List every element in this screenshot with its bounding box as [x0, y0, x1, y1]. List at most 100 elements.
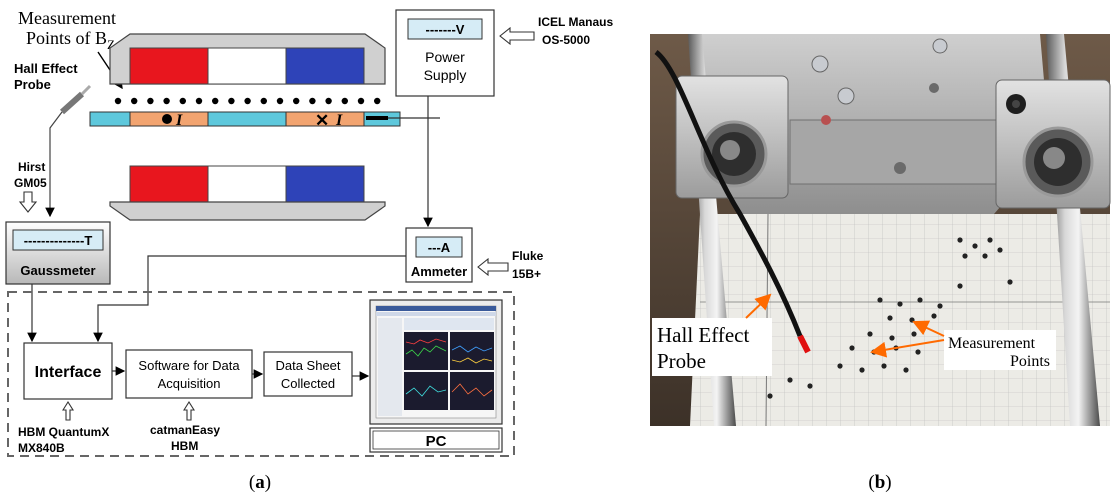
sheet-point [787, 377, 793, 383]
measurement-subscript: Z [107, 37, 115, 52]
photo-hall-label-line1: Hall Effect [657, 323, 749, 347]
sheet-point [1007, 279, 1013, 285]
photo-hall-label-line2: Probe [657, 349, 706, 373]
measurement-point [260, 97, 267, 105]
sheet-point [889, 335, 895, 341]
bottom-magnet-blue [285, 165, 365, 203]
ammeter-brand-line1: Fluke [512, 249, 544, 263]
sheet-point [911, 331, 917, 337]
ammeter-display [415, 236, 463, 258]
measurement-point [114, 97, 122, 105]
power-supply-model-line1: ICEL Manaus [538, 15, 613, 29]
panel-a-diagram: Measurement Points of BZ I ✕ I Hall Effe… [5, 8, 613, 457]
measurement-point [147, 97, 154, 105]
software-vendor-line1: catmanEasy [150, 423, 220, 437]
gaussmeter-brand-line1: Hirst [18, 160, 45, 174]
measurement-point [357, 97, 365, 105]
sheet-point [915, 349, 921, 355]
interface-vendor-line2: MX840B [18, 441, 65, 455]
sheet-point [957, 283, 963, 289]
interface-vendor-arrow [62, 400, 74, 421]
power-to-ammeter-wire [423, 117, 440, 228]
measurement-point [163, 97, 170, 105]
ammeter-display-text: ---A [428, 240, 451, 255]
photo-hall-label-box [652, 318, 772, 376]
power-supply-label-line2: Supply [424, 67, 467, 83]
interface-box [23, 342, 113, 400]
power-supply-model-line2: OS-5000 [542, 33, 590, 47]
measurement-point [276, 97, 284, 105]
sheet-point [937, 303, 943, 309]
top-magnet-blue [285, 47, 365, 85]
sheet-point [897, 301, 903, 307]
measurement-point [325, 97, 332, 105]
ammeter-label: Ammeter [411, 264, 467, 279]
gaussmeter-display-text: --------------T [24, 233, 93, 248]
measurement-point [374, 97, 381, 105]
hall-probe-red-tip [797, 334, 811, 354]
photo-points-label-line1: Measurement [948, 335, 1036, 352]
sheet-point [877, 297, 883, 303]
software-vendor-line2: HBM [171, 439, 198, 453]
sheet-point [887, 315, 893, 321]
photo-points-arrow-2 [870, 339, 945, 358]
interface-label: Interface [35, 364, 102, 381]
measurement-point [309, 97, 316, 105]
hall-probe-label-line2: Probe [14, 77, 51, 92]
caption-b: (b) [868, 472, 891, 493]
carriage-front-block [789, 119, 1001, 185]
measurement-label-line1: Measurement [18, 8, 116, 28]
datasheet-label-line2: Collected [281, 376, 335, 391]
measurement-point [212, 97, 219, 105]
current-in-cross: ✕ [315, 111, 329, 130]
sheet-point [957, 237, 963, 243]
sheet-point [997, 247, 1003, 253]
bottom-magnet-red [129, 165, 209, 203]
datasheet-label-line1: Data Sheet [275, 358, 340, 373]
top-magnet-white [207, 47, 287, 85]
pc-screenshot [375, 305, 497, 419]
panel-b-photo: Hall Effect Probe Measurement Points [650, 34, 1111, 427]
hall-probe-cable-photo [654, 50, 803, 337]
carriage-hole-1 [929, 83, 939, 93]
acquisition-system-boundary [7, 291, 515, 457]
measurement-grid [690, 214, 1110, 426]
bottom-magnet-white [207, 165, 287, 203]
carriage-bolt-2 [837, 87, 855, 105]
measurement-point [228, 97, 235, 105]
sheet-point [987, 237, 993, 243]
power-supply-model-arrow [499, 26, 535, 46]
sheet-point [849, 345, 855, 351]
sheet-point [881, 363, 887, 369]
bottom-magnet-yoke [109, 201, 386, 221]
gaussmeter-label: Gaussmeter [20, 263, 95, 278]
sheet-point [767, 393, 773, 399]
power-supply-label-line1: Power [425, 49, 465, 65]
current-symbol-left: I [175, 112, 183, 129]
hall-probe-cable [45, 111, 63, 218]
current-out-dot [162, 114, 172, 124]
photo-points-label-box [944, 330, 1056, 370]
sheet-point [807, 383, 813, 389]
measurement-point [179, 97, 186, 105]
carriage-bolt-3 [932, 38, 948, 54]
ammeter-to-interface-wire [93, 255, 406, 343]
pc-label: PC [426, 433, 447, 450]
sheet-point [962, 253, 968, 259]
pc-label-box [369, 427, 503, 453]
ammeter-brand-line2: 15B+ [512, 267, 541, 281]
top-magnet-red [129, 47, 209, 85]
sheet-measurement-points [767, 237, 1013, 399]
carriage-hole-red [821, 115, 831, 125]
coil-cyan-middle [207, 111, 287, 127]
caption-a: (a) [249, 472, 271, 493]
sheet-point [837, 363, 843, 369]
sheet-point [972, 243, 978, 249]
datasheet-box [263, 351, 353, 397]
measurement-label-line2: Points of BZ [26, 28, 115, 52]
sheet-point [982, 253, 988, 259]
photo-points-arrow-1 [912, 320, 945, 337]
measurement-point [195, 97, 203, 105]
measurement-points-row [114, 97, 381, 105]
